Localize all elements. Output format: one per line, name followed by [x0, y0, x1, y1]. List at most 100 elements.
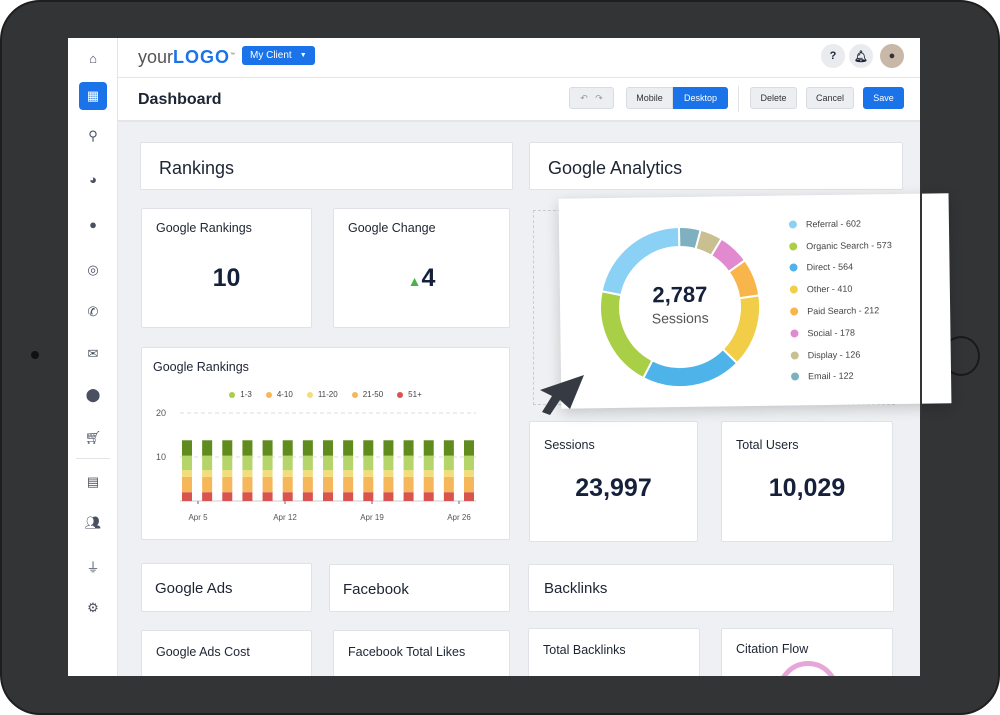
screen-edge [920, 38, 922, 676]
notifications-button[interactable]: 🔔︎ [849, 44, 873, 68]
bar-segment-21-50 [443, 476, 454, 493]
sidebar-item-documents[interactable]: ▤ [79, 468, 107, 496]
legend-label: Other - 410 [806, 283, 853, 295]
client-selector[interactable]: My Client ▼ [242, 46, 315, 65]
bar-segment-51+ [242, 492, 253, 501]
chart-legend: 1-3 4-10 11-20 21-50 51+ [142, 390, 509, 399]
sidebar-item-reports[interactable]: ◕ [79, 165, 107, 193]
legend-item[interactable]: Social - 178 [790, 321, 893, 344]
bar-segment-1-3 [343, 440, 354, 456]
sidebar-divider [76, 458, 110, 459]
sidebar-item-home[interactable]: ⌂ [79, 44, 107, 72]
legend-item[interactable]: Referral - 602 [788, 212, 892, 235]
search-icon: ⚲ [88, 128, 98, 143]
legend-label: Email - 122 [807, 371, 854, 382]
bar-segment-21-50 [383, 476, 394, 493]
undo-icon[interactable]: ↶ [580, 92, 588, 103]
pie-chart-icon: ◕ [89, 171, 97, 187]
sidebar-item-seo[interactable]: ◎ [79, 256, 107, 284]
legend-item[interactable]: Other - 410 [789, 277, 893, 300]
users-icon: 👥︎ [84, 515, 102, 530]
bar-segment-4-10 [302, 455, 313, 471]
total-backlinks-kpi: Total Backlinks [528, 628, 700, 676]
backlinks-section-header: Backlinks [528, 564, 894, 612]
kpi-value: 10,029 [768, 474, 846, 502]
section-title: Google Ads [155, 580, 233, 597]
kpi-label: Sessions [544, 438, 595, 452]
redo-icon[interactable]: ↷ [595, 92, 603, 103]
sidebar-item-integrations[interactable]: ⏚ [79, 552, 107, 580]
bar-segment-4-10 [363, 455, 374, 471]
sidebar: ⌂ ▦ ⚲ ◕ ● ◎ ✆ ✉ ⬤ 🛒︎ ▤ 👥︎ ⏚ ⚙ [68, 38, 118, 676]
legend-item[interactable]: Direct - 564 [789, 256, 892, 279]
legend-item[interactable]: 1-3 [229, 390, 252, 399]
kpi-label: Google Ads Cost [156, 645, 250, 659]
bar-segment-51+ [182, 492, 192, 501]
rankings-chart: 10 20 Apr 5 Apr 12 Apr 19 Apr 26 [156, 408, 476, 522]
help-button[interactable]: ? [821, 44, 845, 68]
x-tick-label: Apr 5 [188, 513, 208, 522]
kpi-value: 10 [212, 264, 241, 292]
cancel-button[interactable]: Cancel [806, 87, 854, 109]
bar-segment-4-10 [403, 455, 414, 471]
home-icon: ⌂ [89, 50, 97, 66]
bar-segment-21-50 [302, 476, 313, 493]
bar-segment-11-20 [323, 470, 333, 477]
sidebar-item-users[interactable]: 👥︎ [79, 509, 107, 537]
legend-label: 21-50 [362, 390, 384, 399]
sidebar-item-phone[interactable]: ✆ [79, 298, 107, 326]
legend-label: 11-20 [317, 390, 338, 399]
bar-segment-1-3 [302, 440, 313, 456]
bar-segment-4-10 [242, 455, 253, 471]
bar-segment-21-50 [262, 476, 273, 493]
document-icon: ▤ [86, 474, 100, 489]
sidebar-item-email[interactable]: ✉ [79, 340, 107, 368]
delete-button[interactable]: Delete [750, 87, 797, 109]
legend-item[interactable]: Organic Search - 573 [789, 234, 892, 257]
bar-segment-21-50 [343, 476, 354, 493]
bar-segment-51+ [323, 492, 333, 501]
y-tick-label: 10 [156, 452, 166, 462]
legend-swatch [790, 307, 799, 316]
legend-item[interactable]: Email - 122 [791, 365, 894, 388]
bar-segment-51+ [464, 492, 474, 501]
sidebar-item-location[interactable]: ⬤ [79, 381, 107, 409]
bar-segment-1-3 [282, 440, 293, 456]
save-button[interactable]: Save [863, 87, 904, 109]
bar-segment-51+ [403, 492, 414, 501]
legend-item[interactable]: 21-50 [351, 390, 384, 399]
kpi-label: Total Backlinks [543, 643, 626, 657]
bar-segment-4-10 [464, 455, 474, 471]
bar-segment-11-20 [262, 470, 273, 477]
envelope-icon: ✉ [87, 346, 99, 361]
user-avatar-icon: ● [888, 50, 896, 62]
kpi-label: Google Change [348, 221, 436, 235]
bar-segment-1-3 [242, 440, 253, 456]
mobile-toggle[interactable]: Mobile [626, 87, 673, 109]
sidebar-item-ecommerce[interactable]: 🛒︎ [79, 424, 107, 452]
avatar[interactable]: ● [880, 44, 904, 68]
bar-segment-21-50 [182, 476, 192, 493]
sidebar-item-dashboard[interactable]: ▦ [79, 82, 107, 110]
legend-item[interactable]: Display - 126 [790, 343, 894, 366]
bar-segment-21-50 [323, 476, 333, 493]
legend-item[interactable]: 51+ [397, 390, 422, 399]
sidebar-item-search[interactable]: ⚲ [79, 122, 107, 150]
section-title: Rankings [159, 158, 235, 178]
sidebar-item-settings[interactable]: ⚙ [79, 594, 107, 622]
legend-item[interactable]: Paid Search - 212 [790, 299, 893, 322]
legend-swatch [788, 220, 797, 229]
x-tick-label: Apr 12 [273, 513, 297, 522]
help-icon: ? [829, 50, 837, 62]
legend-item[interactable]: 11-20 [306, 390, 338, 399]
analytics-donut-card[interactable]: 2,787 Sessions Referral - 602 Organic Sea… [558, 193, 952, 409]
bar-segment-1-3 [222, 440, 233, 456]
bar-segment-4-10 [262, 455, 273, 471]
donut-slice-referral[interactable] [600, 226, 681, 297]
legend-item[interactable]: 4-10 [265, 390, 293, 399]
bar-segment-51+ [202, 492, 213, 501]
donut-slice-direct[interactable] [641, 347, 739, 389]
desktop-toggle[interactable]: Desktop [673, 87, 728, 109]
section-title: Google Analytics [548, 158, 683, 178]
sidebar-item-chat[interactable]: ● [79, 210, 107, 238]
